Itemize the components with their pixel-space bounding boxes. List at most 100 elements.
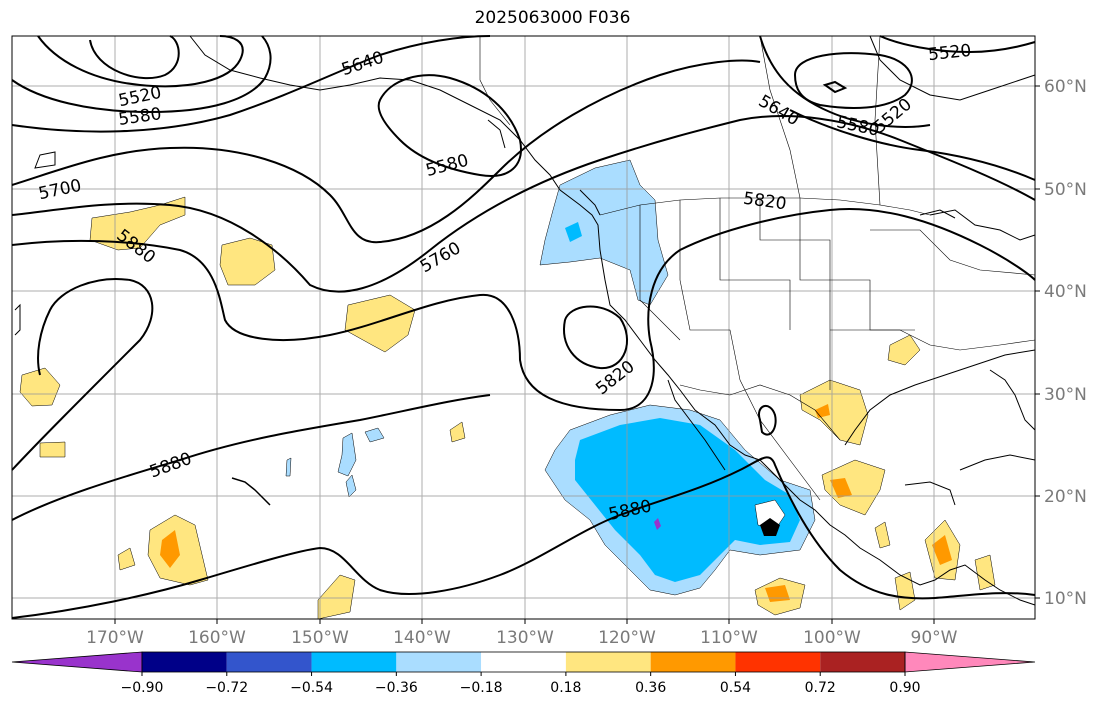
contour-5700 [11, 59, 761, 244]
colorbar-segment [735, 652, 821, 672]
border-state-4 [759, 198, 831, 390]
colorbar-segment [396, 652, 482, 672]
tick-marks [114, 85, 1040, 624]
border-us-mexico [679, 384, 841, 441]
colorbar-segment [142, 652, 227, 672]
border-state-6 [830, 329, 1036, 351]
anomaly-negative-pnw [539, 159, 669, 306]
anomaly-negative-mid-pac-4 [285, 457, 292, 477]
colorbar: −0.90 −0.72 −0.54 −0.36 −0.18 0.18 0.36 0.54 0.7… [11, 651, 1036, 696]
anomaly-positive-5 [39, 441, 66, 458]
contour-5820-loop [563, 305, 629, 370]
border-mexico-1 [739, 379, 821, 501]
lon-label: 120°W [598, 628, 656, 648]
contour-5880-gulf-loop [758, 405, 777, 436]
lat-label: 50°N [1044, 180, 1087, 200]
anomaly-positive-4 [19, 367, 61, 407]
borders [479, 35, 1036, 501]
coastline-alaska [189, 35, 1036, 606]
anomaly-negative-mid-pac-3 [345, 474, 357, 498]
contour-5640-east [759, 35, 931, 128]
coastline-florida [989, 369, 1036, 431]
map-panel: 5640 5520 5580 5700 5580 5880 5760 5820 … [11, 35, 1036, 620]
lat-label: 40°N [1044, 282, 1087, 302]
anomaly-positive-10 [799, 379, 869, 446]
lat-label: 20°N [1044, 487, 1087, 507]
border-state-2 [679, 200, 741, 381]
anomaly-negative-epac-hole [754, 499, 786, 531]
colorbar-extend-high [904, 651, 1036, 673]
coastline-greatlakes [929, 209, 1036, 241]
border-state-1 [639, 205, 681, 341]
contour-label: 5520 [927, 41, 972, 65]
lat-label: 60°N [1044, 77, 1087, 97]
border-state-7 [870, 229, 1036, 276]
colorbar-segment [311, 652, 397, 672]
island-haida [487, 119, 506, 149]
black-dot-epac [760, 518, 780, 536]
border-canada-prov-2 [874, 35, 881, 206]
contour-5520-small [89, 35, 180, 80]
contour-5520-east [794, 52, 913, 109]
coastline-cuba [959, 454, 1036, 471]
contour-5640 [11, 35, 491, 133]
island-aleutian-2 [14, 303, 21, 336]
colorbar-tick-label: 0.72 [805, 680, 836, 696]
border-us-canada [599, 197, 931, 216]
anomaly-positive-1 [89, 196, 186, 251]
border-alaska-canada [479, 36, 511, 126]
island-vancouver [579, 189, 601, 216]
colorbar-tick-label: 0.36 [635, 680, 666, 696]
contour-5580-alaska [377, 74, 522, 177]
anomaly-negative-pnw-core [565, 222, 582, 242]
coastlines [14, 35, 1036, 606]
lon-label: 90°W [911, 628, 958, 648]
colorbar-segment [226, 652, 312, 672]
colorbar-tick-label: −0.36 [375, 680, 418, 696]
contour-5520-west [37, 35, 244, 88]
anomaly-positive-3 [344, 294, 416, 353]
height-contours [11, 35, 1036, 619]
colorbar-tick-label: 0.90 [889, 680, 920, 696]
colorbar-tick-label: 0.54 [720, 680, 751, 696]
lon-label: 150°W [291, 628, 349, 648]
anomaly-positive-2 [219, 237, 276, 286]
contour-5880-south [11, 456, 1036, 619]
colorbar-tick-label: −0.72 [205, 680, 248, 696]
contour-5520-ne [879, 35, 1036, 54]
anomaly-positive-15-core [932, 535, 952, 565]
colorbar-tick-label: 0.18 [550, 680, 581, 696]
lat-label: 10°N [1044, 589, 1087, 609]
island-hawaii [231, 477, 271, 506]
purple-dot-epac [654, 518, 661, 530]
lon-label: 100°W [803, 628, 861, 648]
anomaly-positive-14 [894, 571, 916, 611]
contour-5880-main [11, 394, 491, 521]
colorbar-segment [481, 652, 566, 672]
anomaly-negative-mid-pac-1 [337, 432, 357, 477]
colorbar-extend-low [11, 651, 143, 673]
map-title: 2025063000 F036 [474, 8, 631, 28]
island-aleutian-1 [34, 151, 56, 169]
anomaly-positive-6 [449, 421, 466, 443]
anomaly-positive-7-core [160, 530, 180, 568]
lon-label: 160°W [188, 628, 246, 648]
anomaly-negative-epac-core [575, 418, 800, 582]
lon-label: 170°W [86, 628, 144, 648]
contour-5820 [11, 208, 1036, 412]
coastline-hudson [869, 35, 1036, 101]
border-canada-prov-1 [759, 35, 801, 199]
anomaly-positive-17 [874, 521, 891, 549]
anomaly-negative-mid-pac-2 [364, 427, 385, 443]
shaded-anomalies [19, 159, 996, 620]
longitude-labels: 170°W 160°W 150°W 140°W 130°W 120°W 110°… [86, 628, 958, 648]
coastline-yucatan [904, 481, 956, 506]
border-state-3 [719, 198, 791, 330]
contour-5580-west [11, 35, 272, 114]
lat-label: 30°N [1044, 385, 1087, 405]
colorbar-outline [141, 651, 906, 673]
anomaly-positive-16 [974, 554, 996, 591]
lake-superior [919, 209, 956, 219]
coastline-baja [667, 379, 726, 471]
anomaly-positive-12-core [830, 478, 852, 498]
